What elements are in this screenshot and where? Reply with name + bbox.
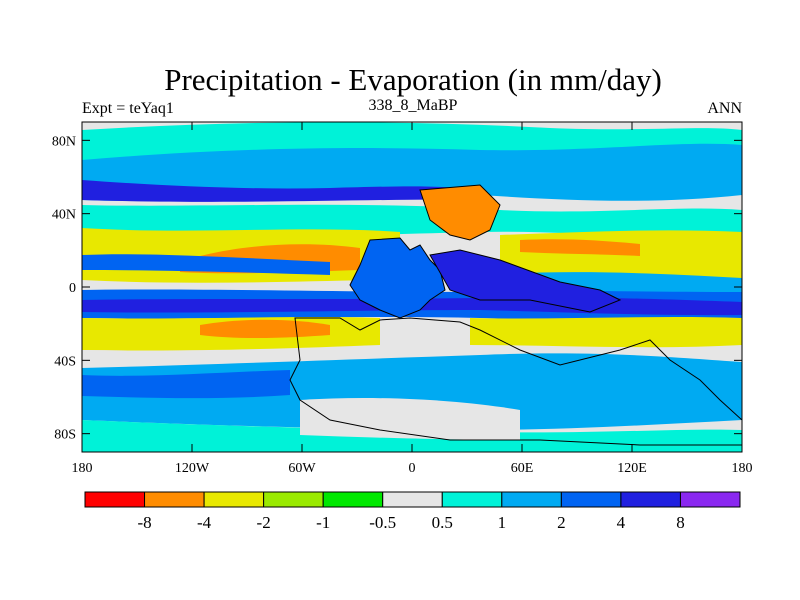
colorbar-swatch: [144, 491, 205, 508]
band-north-mid-moist: [82, 204, 742, 238]
lat-tick-label: 80N: [52, 134, 76, 149]
colorbar-swatch: [441, 491, 503, 508]
band-itcz-north-a: [82, 254, 330, 275]
contour-field: [82, 122, 742, 452]
lon-tick-label: 0: [409, 461, 416, 476]
colorbar: -8 -4 -2 -1 -0.5 0.5 1 2 4 8: [84, 491, 741, 532]
lon-tick-label: 60W: [288, 461, 316, 476]
lat-tick-label: 80S: [54, 428, 76, 443]
lon-tick-label: 120E: [617, 461, 647, 476]
continent-equatorial: [429, 249, 622, 313]
season-label: ANN: [707, 100, 742, 117]
lon-tick-label: 60E: [511, 461, 534, 476]
colorbar-label: -0.5: [369, 513, 396, 532]
continent-north: [419, 184, 501, 241]
colorbar-swatch: [263, 491, 324, 508]
lon-tick-label: 180: [72, 461, 93, 476]
colorbar-label: -4: [197, 513, 212, 532]
colorbar-label: 8: [676, 513, 685, 532]
continent-west: [349, 237, 446, 319]
lon-tick-label: 180: [732, 461, 753, 476]
colorbar-label: 1: [498, 513, 507, 532]
colorbar-label: -2: [257, 513, 271, 532]
band-north-storm-track: [82, 143, 742, 202]
colorbar-label: -1: [316, 513, 330, 532]
colorbar-swatch: [322, 491, 384, 508]
longitude-axis: 180 120W 60W 0 60E 120E 180: [72, 122, 753, 476]
colorbar-swatch: [501, 491, 562, 508]
band-south-east-dry: [470, 317, 742, 348]
period-label: 338_8_MaBP: [368, 97, 458, 114]
band-south-wet: [82, 370, 290, 399]
experiment-label: Expt = teYaq1: [82, 100, 174, 117]
colorbar-swatch: [84, 491, 146, 508]
colorbar-label: -8: [137, 513, 151, 532]
colorbar-swatch: [560, 491, 622, 508]
band-south-very-dry: [200, 319, 330, 339]
lon-tick-label: 120W: [175, 461, 210, 476]
colorbar-label: 4: [617, 513, 626, 532]
band-arctic-edge: [82, 122, 742, 130]
band-north-wet: [82, 180, 480, 202]
colorbar-swatch: [203, 491, 265, 508]
band-antarctic-neutral: [300, 398, 520, 440]
colorbar-swatch: [382, 491, 443, 508]
map-title: Precipitation - Evaporation (in mm/day): [164, 62, 662, 97]
band-east-very-dry: [520, 239, 640, 256]
continent-south: [289, 317, 742, 446]
lat-tick-label: 40N: [52, 208, 76, 223]
colorbar-swatch: [620, 491, 681, 508]
colorbar-label: 0.5: [432, 513, 453, 532]
lat-tick-label: 40S: [54, 354, 76, 369]
lat-tick-label: 0: [69, 281, 76, 296]
latitude-axis: 80N 40N 0 40S 80S: [52, 134, 742, 443]
colorbar-label: 2: [557, 513, 566, 532]
colorbar-swatch: [679, 491, 741, 508]
